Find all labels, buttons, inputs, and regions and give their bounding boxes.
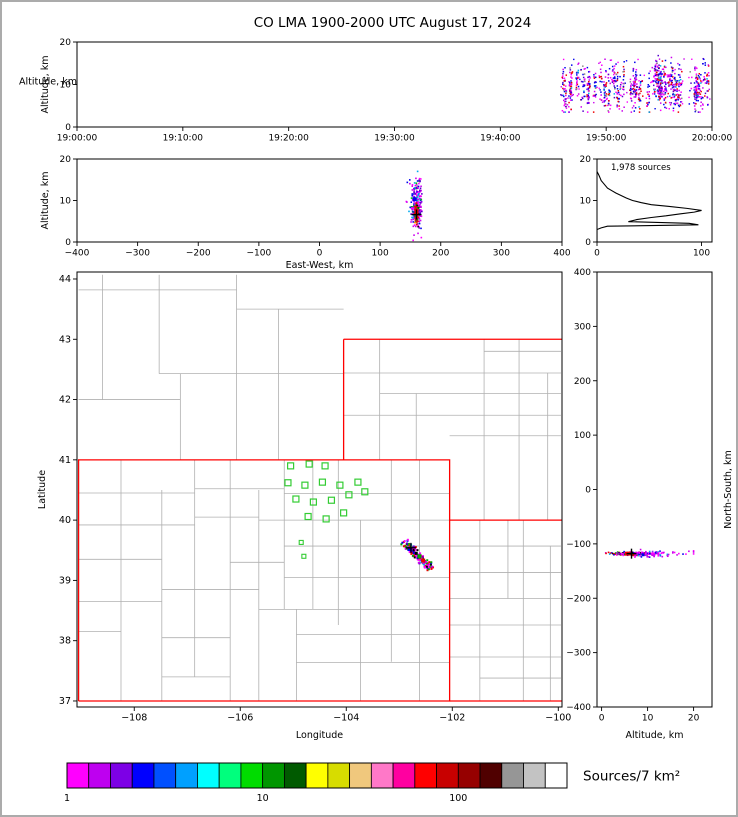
svg-text:10: 10 bbox=[257, 793, 269, 804]
svg-text:−400: −400 bbox=[65, 249, 90, 259]
svg-text:40: 40 bbox=[59, 515, 71, 526]
svg-text:39: 39 bbox=[59, 575, 71, 586]
colorbar: 1 10 100 Sources/7 km² bbox=[64, 762, 680, 804]
x-tick-labels: 0 100 bbox=[594, 242, 710, 259]
svg-text:−106: −106 bbox=[227, 713, 253, 724]
panel-map: −108 −106 −104 −102 −100 37 38 39 40 41 42 43 44 Long… bbox=[59, 271, 571, 741]
map-layers bbox=[77, 274, 562, 702]
svg-text:0: 0 bbox=[594, 249, 600, 259]
panel-time-height: 19:00:00 19:10:00 19:20:00 19:30:00 19:40:00… bbox=[19, 38, 732, 144]
map-ylabel: Latitude bbox=[37, 470, 48, 509]
svg-text:0: 0 bbox=[599, 714, 605, 724]
svg-text:19:40:00: 19:40:00 bbox=[480, 134, 521, 144]
svg-text:38: 38 bbox=[59, 636, 71, 647]
svg-text:19:20:00: 19:20:00 bbox=[268, 134, 309, 144]
map-source-points bbox=[400, 538, 435, 572]
ns-height-xlabel: Altitude, km bbox=[626, 730, 684, 741]
y-tick-labels: 0 10 20 bbox=[60, 155, 77, 248]
panel-ns-height: 0 10 20 −400 −300 −200 −100 0 100 200 300 400 Altitu… bbox=[566, 268, 713, 741]
svg-text:−100: −100 bbox=[566, 540, 591, 550]
svg-text:200: 200 bbox=[574, 377, 591, 387]
colorbar-tick-labels: 1 10 100 bbox=[64, 793, 467, 804]
ns-height-points bbox=[604, 548, 695, 559]
county-borders bbox=[78, 274, 561, 701]
x-tick-labels: −400 −300 −200 −100 0 100 200 300 400 bbox=[65, 242, 571, 259]
svg-text:10: 10 bbox=[60, 197, 72, 207]
svg-text:20: 20 bbox=[60, 38, 72, 48]
svg-text:200: 200 bbox=[432, 249, 449, 259]
ew-height-ylabel: Altitude, km bbox=[40, 172, 51, 230]
svg-text:100: 100 bbox=[574, 431, 591, 441]
svg-text:−108: −108 bbox=[121, 713, 147, 724]
svg-text:19:10:00: 19:10:00 bbox=[163, 134, 204, 144]
y-tick-labels: 37 38 39 40 41 42 43 44 bbox=[59, 274, 77, 707]
svg-text:44: 44 bbox=[59, 274, 71, 285]
time-height-points bbox=[560, 54, 711, 113]
svg-text:East-West, km: East-West, km bbox=[286, 260, 354, 271]
svg-text:19:50:00: 19:50:00 bbox=[586, 134, 627, 144]
svg-text:10: 10 bbox=[580, 197, 592, 207]
svg-text:−102: −102 bbox=[439, 713, 465, 724]
svg-text:−100: −100 bbox=[247, 249, 272, 259]
svg-text:20:00:00: 20:00:00 bbox=[692, 134, 733, 144]
svg-text:−300: −300 bbox=[566, 649, 591, 659]
svg-text:0: 0 bbox=[65, 123, 71, 133]
svg-text:20: 20 bbox=[688, 714, 700, 724]
time-height-ylabel: Altitude, km bbox=[40, 56, 51, 114]
y-tick-labels: 0 10 20 bbox=[580, 155, 597, 248]
svg-text:43: 43 bbox=[59, 334, 71, 345]
svg-text:100: 100 bbox=[372, 249, 389, 259]
lma-station-markers bbox=[284, 460, 369, 559]
svg-text:−200: −200 bbox=[186, 249, 211, 259]
svg-text:400: 400 bbox=[574, 268, 591, 278]
y-tick-labels: −400 −300 −200 −100 0 100 200 300 400 bbox=[566, 268, 597, 713]
svg-text:Altitude, km: Altitude, km bbox=[19, 77, 77, 88]
svg-text:1: 1 bbox=[64, 793, 70, 804]
svg-text:20: 20 bbox=[60, 155, 72, 165]
ew-height-points bbox=[405, 170, 423, 242]
svg-text:400: 400 bbox=[553, 249, 570, 259]
svg-text:−200: −200 bbox=[566, 594, 591, 604]
panel-ew-height: −400 −300 −200 −100 0 100 200 300 400 0 10 20 East-W… bbox=[60, 155, 571, 271]
svg-text:19:00:00: 19:00:00 bbox=[57, 134, 98, 144]
svg-text:300: 300 bbox=[493, 249, 510, 259]
svg-text:19:30:00: 19:30:00 bbox=[374, 134, 415, 144]
svg-text:37: 37 bbox=[59, 696, 71, 707]
x-tick-labels: 19:00:00 19:10:00 19:20:00 19:30:00 19:40:00… bbox=[57, 127, 733, 144]
svg-text:0: 0 bbox=[317, 249, 323, 259]
svg-text:−400: −400 bbox=[566, 703, 591, 713]
chart-title: CO LMA 1900-2000 UTC August 17, 2024 bbox=[253, 15, 532, 31]
ns-height-ylabel: North-South, km bbox=[723, 450, 734, 528]
altitude-histogram-line bbox=[597, 171, 702, 242]
svg-text:0: 0 bbox=[65, 238, 71, 248]
svg-text:100: 100 bbox=[693, 249, 710, 259]
colorbar-label: Sources/7 km² bbox=[583, 769, 680, 785]
state-borders bbox=[77, 338, 562, 702]
svg-text:20: 20 bbox=[580, 155, 592, 165]
svg-text:10: 10 bbox=[60, 81, 72, 91]
svg-text:41: 41 bbox=[59, 455, 71, 466]
x-tick-labels: −108 −106 −104 −102 −100 bbox=[121, 707, 571, 724]
map-xlabel: Longitude bbox=[296, 730, 343, 741]
svg-text:42: 42 bbox=[59, 395, 71, 406]
panel-alt-histogram: 0 100 0 10 20 1,978 sources bbox=[580, 155, 713, 259]
y-tick-labels: 0 10 20 bbox=[60, 38, 77, 133]
svg-text:0: 0 bbox=[585, 486, 591, 496]
svg-text:−104: −104 bbox=[333, 713, 359, 724]
svg-text:100: 100 bbox=[449, 793, 467, 804]
sources-count-label: 1,978 sources bbox=[611, 163, 671, 173]
svg-text:−100: −100 bbox=[545, 713, 571, 724]
svg-text:10: 10 bbox=[642, 714, 654, 724]
svg-text:300: 300 bbox=[574, 322, 591, 332]
svg-text:0: 0 bbox=[585, 238, 591, 248]
svg-text:−300: −300 bbox=[125, 249, 150, 259]
x-tick-labels: 0 10 20 bbox=[599, 707, 700, 724]
